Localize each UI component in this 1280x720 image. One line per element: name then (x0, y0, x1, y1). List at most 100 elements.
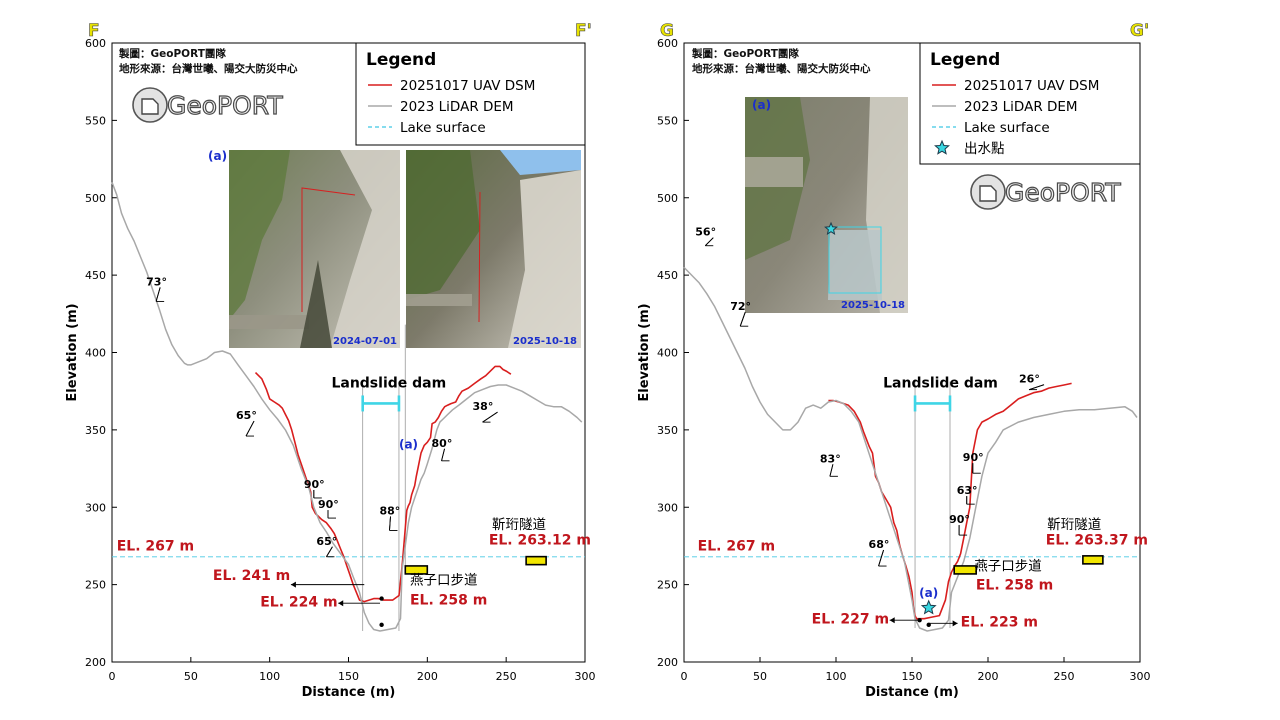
photo-site-label: (a) (399, 437, 418, 451)
y-tick-label: 400 (85, 347, 106, 360)
legend-entry-label: 2023 LiDAR DEM (400, 99, 514, 115)
elevation-arrowhead (290, 581, 296, 588)
x-tick-label: 250 (1054, 670, 1075, 683)
tunnel-marker (404, 565, 429, 575)
slope-mark-edge (704, 237, 714, 247)
photo-date: 2025-10-18 (841, 300, 905, 311)
slope-mark-edge (482, 411, 498, 423)
legend-entry-label: 出水點 (964, 141, 1005, 157)
slope-mark-edge (829, 464, 834, 477)
elevation-label: EL. 224 m (260, 594, 337, 610)
section-end-label: G' (1130, 21, 1149, 41)
x-tick-label: 150 (338, 670, 359, 683)
y-tick-label: 450 (85, 269, 106, 282)
x-tick-label: 100 (826, 670, 847, 683)
y-tick-label: 200 (85, 656, 106, 669)
section-f-legend: Legend 20251017 UAV DSM 2023 LiDAR DEM Lake… (355, 42, 586, 146)
elevation-arrowhead (338, 600, 344, 607)
slope-angle-label: 68° (869, 538, 890, 551)
section-f-photos: (a) 2024-07-01 2025-10-18 (208, 149, 581, 348)
slope-angle-label: 80° (432, 437, 453, 450)
photo-title: (a) (208, 149, 227, 163)
y-axis-label: Elevation (m) (65, 303, 80, 401)
slope-mark-edge (326, 546, 333, 558)
photo-title: (a) (752, 98, 771, 112)
elevation-label: EL. 258 m (410, 593, 487, 609)
y-tick-label: 600 (657, 37, 678, 50)
y-tick-label: 200 (657, 656, 678, 669)
y-tick-label: 300 (657, 501, 678, 514)
y-tick-label: 450 (657, 269, 678, 282)
x-tick-label: 300 (575, 670, 596, 683)
section-g-photos: (a) 2025-10-18 (745, 97, 908, 313)
geoport-logo-text: GeoPORT (167, 91, 283, 120)
section-g-panel: 0 50 100 150 200 250 300 200 250 300 350 400 450 500 5… (637, 21, 1151, 700)
lidar-dem-line (683, 266, 1138, 632)
credit-text: 製圖：GeoPORT團隊 (691, 47, 799, 60)
x-tick-label: 200 (978, 670, 999, 683)
elevation-point-marker (379, 622, 384, 628)
uav-dsm-line (828, 382, 1072, 620)
elevation-point-marker (917, 618, 922, 623)
elevation-label: EL. 263.12 m (489, 532, 591, 548)
y-tick-label: 500 (657, 192, 678, 205)
elevation-label: EL. 263.37 m (1046, 532, 1148, 548)
tunnel-label: 靳珩隧道 (1047, 517, 1101, 533)
photo-date: 2024-07-01 (333, 336, 397, 347)
elevation-label: EL. 223 m (961, 614, 1038, 630)
photo-outflow-star-icon (824, 221, 838, 235)
legend-box (355, 42, 586, 146)
photo-date: 2025-10-18 (513, 336, 577, 347)
slope-angle-label: 90° (949, 513, 970, 526)
section-f-axes: 0 50 100 150 200 250 300 200 250 300 350 400 450 500 5… (65, 21, 596, 700)
x-tick-label: 50 (753, 670, 767, 683)
slope-angle-label: 88° (379, 504, 400, 517)
slope-mark-edge (245, 420, 255, 437)
slope-angle-label: 72° (730, 300, 751, 313)
dam-label: Landslide dam (331, 375, 446, 391)
legend-entry-label: Lake surface (400, 120, 486, 136)
tunnel-label: 燕子口步道 (974, 559, 1042, 575)
photo-2025-10-18-g (745, 97, 908, 313)
elevation-arrowhead (889, 617, 895, 624)
section-start-label: G (660, 21, 674, 41)
uav-dsm-line (254, 365, 512, 603)
photo-2025-10-18 (406, 150, 581, 348)
slope-angle-label: 90° (304, 478, 325, 491)
geoport-logo-text: GeoPORT (1005, 178, 1121, 207)
section-f-panel: 0 50 100 150 200 250 300 200 250 300 350 400 450 500 5… (65, 21, 596, 700)
slope-mark-edge (878, 549, 884, 567)
slope-mark-edge (155, 287, 161, 302)
legend-entry-label: 20251017 UAV DSM (400, 78, 535, 94)
dam-label: Landslide dam (883, 375, 998, 391)
legend-box (919, 42, 1141, 165)
elevation-arrowhead (952, 620, 958, 627)
lidar-dem-line (111, 182, 583, 632)
credit-text: 製圖：GeoPORT團隊 (118, 47, 226, 60)
slope-angle-label: 83° (820, 452, 841, 465)
slope-angle-label: 65° (316, 535, 337, 548)
section-end-label: F' (575, 21, 592, 41)
y-tick-label: 350 (657, 424, 678, 437)
tunnel-label: 燕子口步道 (410, 573, 478, 589)
outflow-star-label: (a) (919, 586, 938, 600)
elevation-label: EL. 241 m (213, 568, 290, 584)
legend-star-icon (934, 139, 950, 155)
slope-angle-label: 90° (963, 451, 984, 464)
legend-entry-label: 20251017 UAV DSM (964, 78, 1099, 94)
section-g-plot: Landslide dam 56° 72° 83° 68° 90° 63° 90° 26° EL.… (683, 226, 1148, 632)
x-tick-label: 250 (496, 670, 517, 683)
slope-mark-edge (389, 516, 391, 531)
elevation-label: EL. 267 m (117, 539, 194, 555)
tunnel-marker (525, 555, 547, 566)
geoport-document-icon (141, 98, 159, 115)
x-tick-label: 300 (1130, 670, 1151, 683)
y-tick-label: 500 (85, 192, 106, 205)
slope-mark-edge (1028, 384, 1045, 391)
legend-entry-label: Lake surface (964, 120, 1050, 136)
credit-text: 地形來源：台灣世曦、陽交大防災中心 (692, 62, 871, 75)
x-tick-label: 200 (417, 670, 438, 683)
section-start-label: F (88, 21, 100, 41)
x-tick-label: 50 (184, 670, 198, 683)
x-tick-label: 0 (681, 670, 688, 683)
